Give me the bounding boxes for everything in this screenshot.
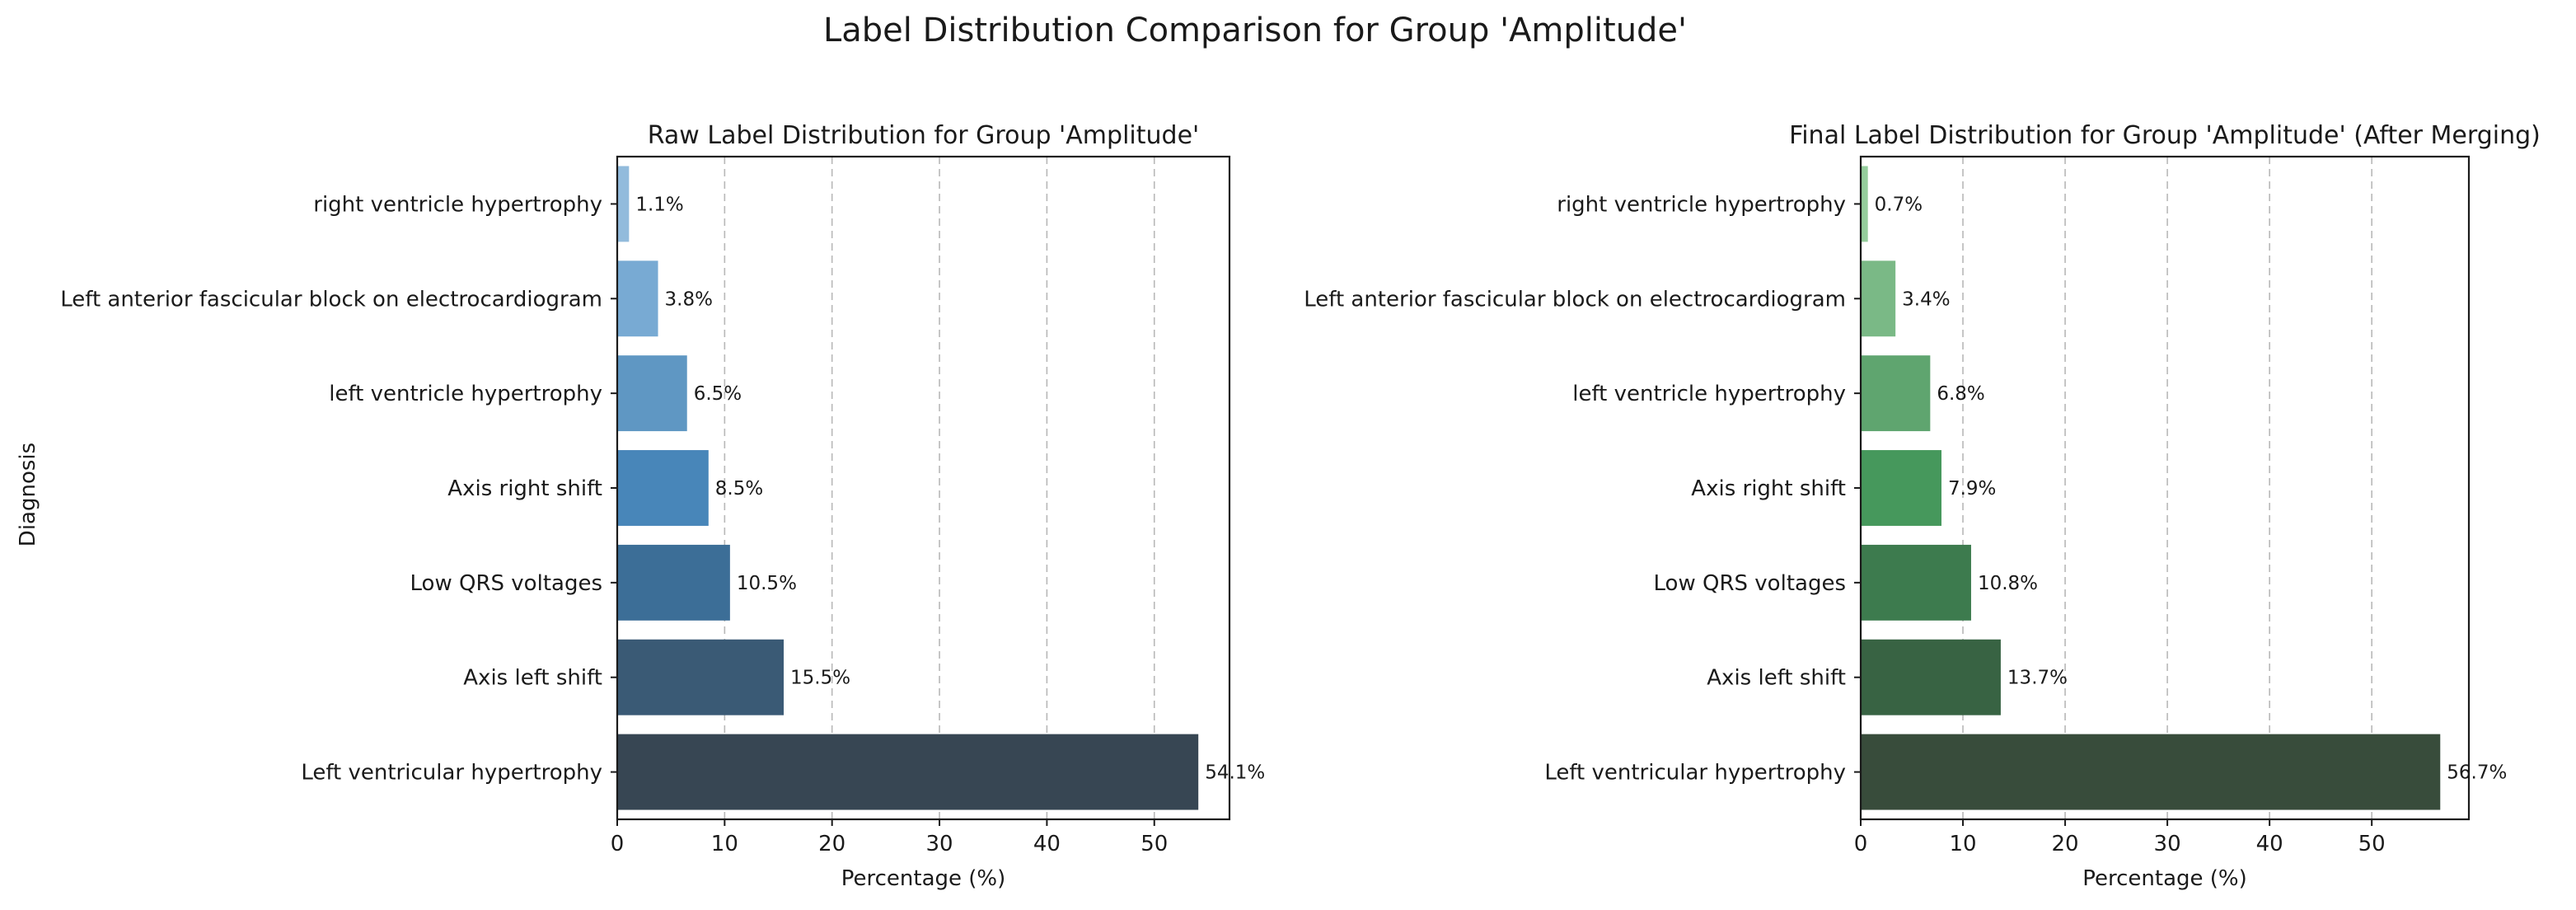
x-tick-label-4: 40 <box>1033 832 1061 856</box>
x-tick-label-1: 10 <box>1949 832 1976 856</box>
category-label-0: right ventricle hypertrophy <box>1557 192 1846 217</box>
x-tick-label-4: 40 <box>2256 832 2283 856</box>
category-label-4: Low QRS voltages <box>1654 571 1846 596</box>
y-axis-label: Diagnosis <box>16 443 40 546</box>
data-label-6: 54.1% <box>1205 762 1265 784</box>
bar-0 <box>1861 166 1868 242</box>
category-label-3: Axis right shift <box>447 476 602 501</box>
raw-distribution-panel: right ventricle hypertrophy 1.1% Left ante… <box>60 121 1265 891</box>
data-label-5: 13.7% <box>2007 668 2068 689</box>
x-tick-label-0: 0 <box>611 832 625 856</box>
data-label-2: 6.5% <box>694 383 742 405</box>
bar-4 <box>1861 544 1971 621</box>
category-label-3: Axis right shift <box>1691 476 1846 501</box>
category-label-6: Left ventricular hypertrophy <box>301 761 602 786</box>
data-label-4: 10.5% <box>737 573 797 594</box>
bar-3 <box>1861 450 1941 526</box>
category-label-1: Left anterior fascicular block on electr… <box>1304 287 1846 312</box>
x-tick-label-5: 50 <box>1140 832 1168 856</box>
category-label-6: Left ventricular hypertrophy <box>1544 761 1846 786</box>
figure-title: Label Distribution Comparison for Group … <box>823 12 1687 49</box>
x-tick-label-1: 10 <box>711 832 738 856</box>
data-label-1: 3.8% <box>665 288 713 310</box>
data-label-3: 7.9% <box>1948 478 1996 500</box>
category-label-4: Low QRS voltages <box>410 571 602 596</box>
x-tick-label-3: 30 <box>926 832 953 856</box>
data-label-5: 15.5% <box>790 668 850 689</box>
data-label-6: 56.7% <box>2447 762 2507 784</box>
category-label-2: left ventricle hypertrophy <box>1572 382 1846 406</box>
x-tick-label-2: 20 <box>2052 832 2079 856</box>
category-label-1: Left anterior fascicular block on electr… <box>60 287 602 312</box>
plot-frame <box>616 155 1231 821</box>
bar-0 <box>617 166 630 242</box>
category-label-2: left ventricle hypertrophy <box>329 382 602 406</box>
data-label-4: 10.8% <box>1978 573 2038 594</box>
x-tick-label-0: 0 <box>1854 832 1868 856</box>
bar-1 <box>1861 260 1896 337</box>
category-label-5: Axis left shift <box>463 666 602 691</box>
data-label-3: 8.5% <box>715 478 763 500</box>
bar-5 <box>1861 639 2001 715</box>
bar-2 <box>1861 355 1931 432</box>
bar-4 <box>617 544 730 621</box>
bar-6 <box>1861 734 2441 810</box>
x-tick-label-3: 30 <box>2154 832 2181 856</box>
data-label-1: 3.4% <box>1902 288 1950 310</box>
x-axis-label: Percentage (%) <box>841 866 1006 891</box>
final-distribution-panel: right ventricle hypertrophy 0.7% Left ante… <box>1304 121 2541 891</box>
bar-6 <box>617 734 1199 810</box>
data-label-0: 0.7% <box>1875 194 1923 215</box>
category-label-0: right ventricle hypertrophy <box>313 192 602 217</box>
bar-2 <box>617 355 687 432</box>
x-tick-label-5: 50 <box>2358 832 2386 856</box>
bar-1 <box>617 260 658 337</box>
data-label-0: 1.1% <box>635 194 683 215</box>
category-label-5: Axis left shift <box>1707 666 1846 691</box>
panel-title: Raw Label Distribution for Group 'Amplit… <box>648 121 1200 150</box>
bar-5 <box>617 639 785 715</box>
data-label-2: 6.8% <box>1937 383 1984 405</box>
x-axis-label: Percentage (%) <box>2082 866 2247 891</box>
bar-3 <box>617 450 709 526</box>
x-tick-label-2: 20 <box>818 832 845 856</box>
panel-title: Final Label Distribution for Group 'Ampl… <box>1789 121 2541 150</box>
